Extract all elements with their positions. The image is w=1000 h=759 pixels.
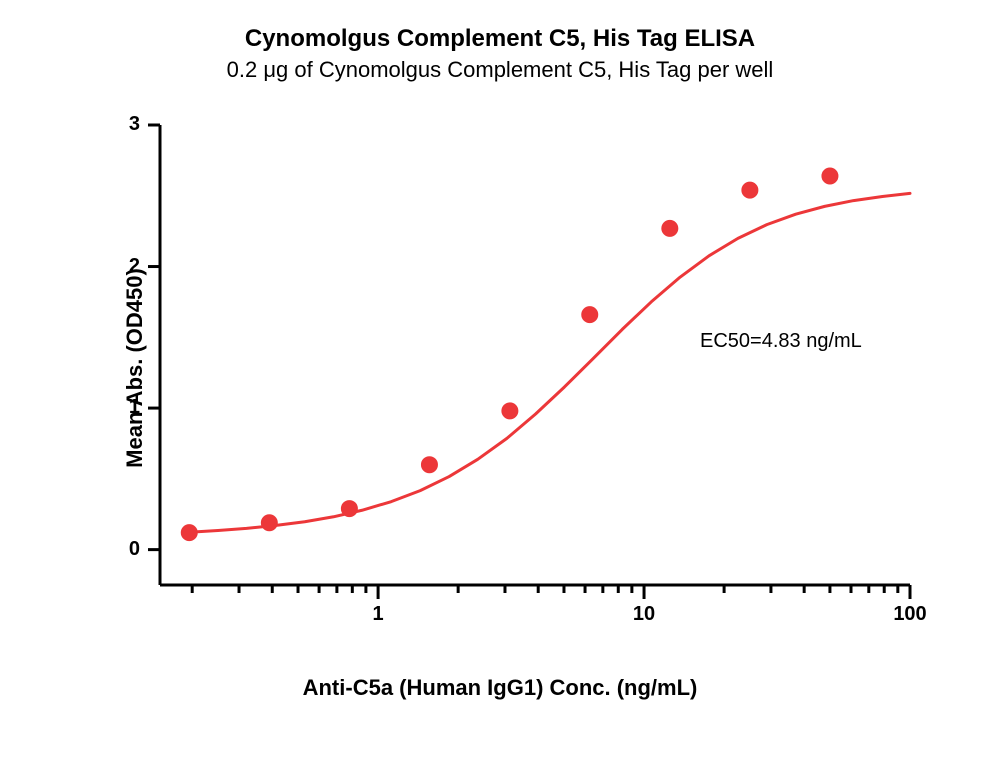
x-tick-label: 100 bbox=[893, 603, 926, 626]
chart-title: Cynomolgus Complement C5, His Tag ELISA bbox=[0, 25, 1000, 53]
y-tick-label: 2 bbox=[129, 255, 140, 278]
y-tick-label: 0 bbox=[129, 538, 140, 561]
y-tick-label: 1 bbox=[129, 396, 140, 419]
chart-subtitle: 0.2 μg of Cynomolgus Complement C5, His … bbox=[0, 57, 1000, 83]
x-tick-label: 10 bbox=[633, 603, 655, 626]
title-block: Cynomolgus Complement C5, His Tag ELISA … bbox=[0, 25, 1000, 83]
y-axis-label: Mean Abs. (OD450) bbox=[122, 268, 148, 468]
plot-area bbox=[160, 125, 910, 585]
chart-container: Cynomolgus Complement C5, His Tag ELISA … bbox=[0, 0, 1000, 759]
x-axis-label: Anti-C5a (Human IgG1) Conc. (ng/mL) bbox=[0, 675, 1000, 701]
y-tick-label: 3 bbox=[129, 113, 140, 136]
x-tick-label: 1 bbox=[373, 603, 384, 626]
chart-svg bbox=[160, 125, 910, 585]
